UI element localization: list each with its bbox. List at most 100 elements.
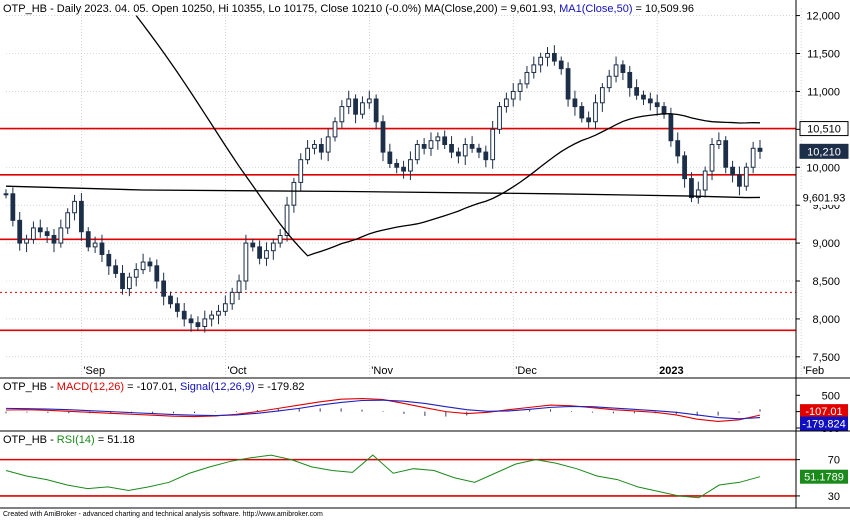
candle-body [133, 269, 139, 278]
candle-body [236, 280, 242, 293]
candle-body [579, 106, 585, 119]
candle-body [702, 170, 708, 191]
candle-body [750, 147, 756, 168]
candle-body [264, 250, 269, 259]
date-tick-label: 'Sep [83, 365, 105, 377]
candle-body [497, 106, 502, 130]
candle-body [558, 60, 564, 70]
candle-body [606, 75, 612, 89]
candle-body [469, 144, 475, 149]
macd-panel: -5000500-107.01-179.824 [5, 390, 848, 435]
candle-body [366, 98, 372, 104]
price-tick-label: 8,500 [812, 276, 840, 288]
price-value-tag-label: 10,210 [807, 146, 841, 158]
candle-body [325, 136, 331, 153]
ma50-line [135, 15, 761, 257]
candle-body [476, 147, 482, 153]
candle-body [181, 310, 187, 320]
candle-body [675, 140, 681, 157]
candle-body [277, 235, 283, 244]
candle-body [757, 147, 763, 152]
rsi-tick-label: 30 [828, 491, 840, 503]
candle-body [24, 238, 29, 244]
candle-body [503, 98, 509, 108]
rsi-line [5, 454, 761, 499]
price-tick-label: 12,000 [806, 11, 840, 23]
candle-body [654, 102, 660, 108]
price-title: OTP_HB - Daily 2023. 04. 05. Open 10250,… [3, 3, 694, 15]
candle-body [435, 136, 441, 142]
candle-body [113, 265, 119, 274]
candle-body [318, 144, 324, 153]
candle-body [188, 318, 194, 324]
candle-body [517, 83, 523, 92]
candle-body [661, 106, 667, 115]
candle-body [346, 98, 352, 108]
candle-body [510, 90, 516, 100]
ma200-line [5, 185, 761, 199]
candle-body [613, 64, 619, 77]
candle-body [490, 128, 496, 161]
candle-body [44, 231, 50, 236]
footer-credit: Created with AmiBroker - advanced charti… [3, 511, 323, 518]
candle-body [31, 227, 36, 240]
candle-body [565, 68, 571, 100]
candle-body [716, 140, 722, 145]
candle-body [709, 144, 715, 172]
candle-body [353, 98, 358, 115]
candle-body [723, 140, 729, 168]
macd-value-tag-label: -107.01 [805, 406, 842, 418]
price-panel [0, 0, 850, 378]
candle-body [140, 261, 146, 271]
candle-body [599, 87, 605, 104]
macd-title: OTP_HB - MACD(12,26) = -107.01, Signal(1… [3, 381, 304, 393]
candle-body [380, 121, 386, 153]
candle-body [668, 113, 674, 142]
macd-value-tag [800, 416, 848, 431]
candle-body [284, 204, 290, 237]
candle-body [257, 246, 263, 259]
candle-body [408, 159, 413, 172]
candle-body [620, 64, 626, 73]
candle-body [126, 276, 132, 290]
candle-body [298, 159, 304, 183]
candle-body [428, 140, 434, 149]
candle-body [483, 151, 489, 161]
candle-body [593, 102, 598, 123]
candle-body [572, 98, 578, 108]
candle-body [291, 181, 297, 206]
candle-body [168, 295, 173, 305]
candle-body [250, 242, 256, 248]
candle-body [85, 231, 91, 248]
candle-body [538, 56, 544, 66]
candle-body [682, 155, 687, 180]
candle-body [449, 144, 454, 153]
candle-body [414, 144, 420, 161]
candle-body [209, 314, 215, 320]
rsi-value-tag [800, 469, 848, 484]
date-tick-label: 'Nov [371, 365, 393, 377]
candle-body [99, 242, 105, 255]
candle-body [229, 291, 235, 305]
candle-body [695, 189, 701, 199]
candle-body [58, 227, 64, 244]
candle-body [174, 303, 180, 312]
date-tick-label: 'Feb [803, 365, 824, 377]
date-tick-label: 2023 [659, 365, 683, 377]
price-tick-label: 11,500 [807, 49, 840, 61]
candle-body [312, 144, 317, 149]
signal-line [5, 399, 761, 420]
candle-body [634, 87, 640, 96]
candle-body [743, 166, 749, 187]
price-tick-label: 11,000 [807, 86, 840, 98]
date-tick-label: 'Dec [515, 365, 537, 377]
candle-body [147, 261, 153, 267]
price-value-tag [799, 121, 849, 137]
candle-body [421, 144, 427, 149]
candle-body [161, 280, 167, 297]
candle-body [387, 151, 393, 164]
candle-body [545, 53, 550, 58]
price-value-tags: 10,510 10,210 9,601.93 [799, 121, 849, 205]
candle-body [524, 71, 530, 85]
